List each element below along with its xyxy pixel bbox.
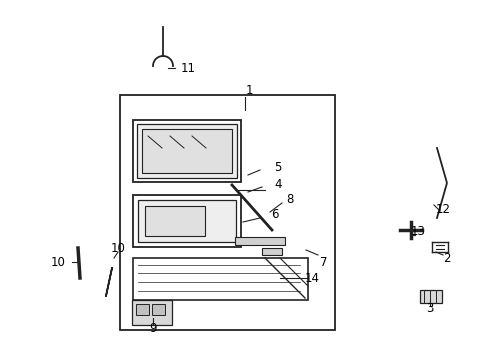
Text: 5: 5	[274, 162, 281, 175]
Text: 3: 3	[426, 301, 433, 315]
Bar	[136, 304, 149, 315]
Bar	[235, 237, 285, 245]
Bar	[133, 120, 241, 182]
Bar	[133, 195, 241, 247]
Bar	[132, 300, 172, 325]
Text: 13: 13	[410, 225, 425, 238]
Bar	[262, 248, 282, 255]
Text: 2: 2	[442, 252, 450, 265]
Text: 12: 12	[435, 203, 449, 216]
Text: 4: 4	[274, 179, 281, 192]
Text: 10: 10	[110, 242, 125, 255]
Text: 14: 14	[304, 271, 319, 284]
Text: 8: 8	[286, 193, 293, 207]
Text: 7: 7	[320, 256, 327, 269]
Bar	[138, 200, 236, 242]
Bar	[133, 258, 307, 300]
Bar	[120, 95, 334, 330]
Bar	[145, 206, 204, 236]
Text: 11: 11	[180, 62, 195, 75]
Text: 9: 9	[149, 321, 157, 334]
Text: 10: 10	[50, 256, 65, 269]
Bar	[419, 290, 441, 303]
Text: 6: 6	[271, 208, 278, 221]
Bar	[152, 304, 164, 315]
Text: 1: 1	[245, 84, 252, 96]
Bar	[137, 124, 237, 178]
Bar	[142, 129, 231, 173]
